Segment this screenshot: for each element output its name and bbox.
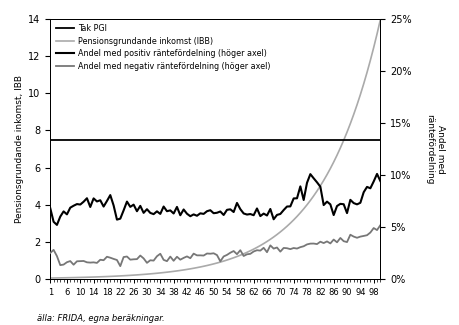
Y-axis label: Andel med
räntefördelning: Andel med räntefördelning [425,114,444,184]
Text: älla: FRIDA, egna beräkningar.: älla: FRIDA, egna beräkningar. [37,314,164,323]
Legend: Tak PGI, Pensionsgrundande inkomst (IBB), Andel med positiv räntefördelning (hög: Tak PGI, Pensionsgrundande inkomst (IBB)… [53,21,272,73]
Y-axis label: Pensionsgrundande inkomst, IBB: Pensionsgrundande inkomst, IBB [15,75,24,223]
